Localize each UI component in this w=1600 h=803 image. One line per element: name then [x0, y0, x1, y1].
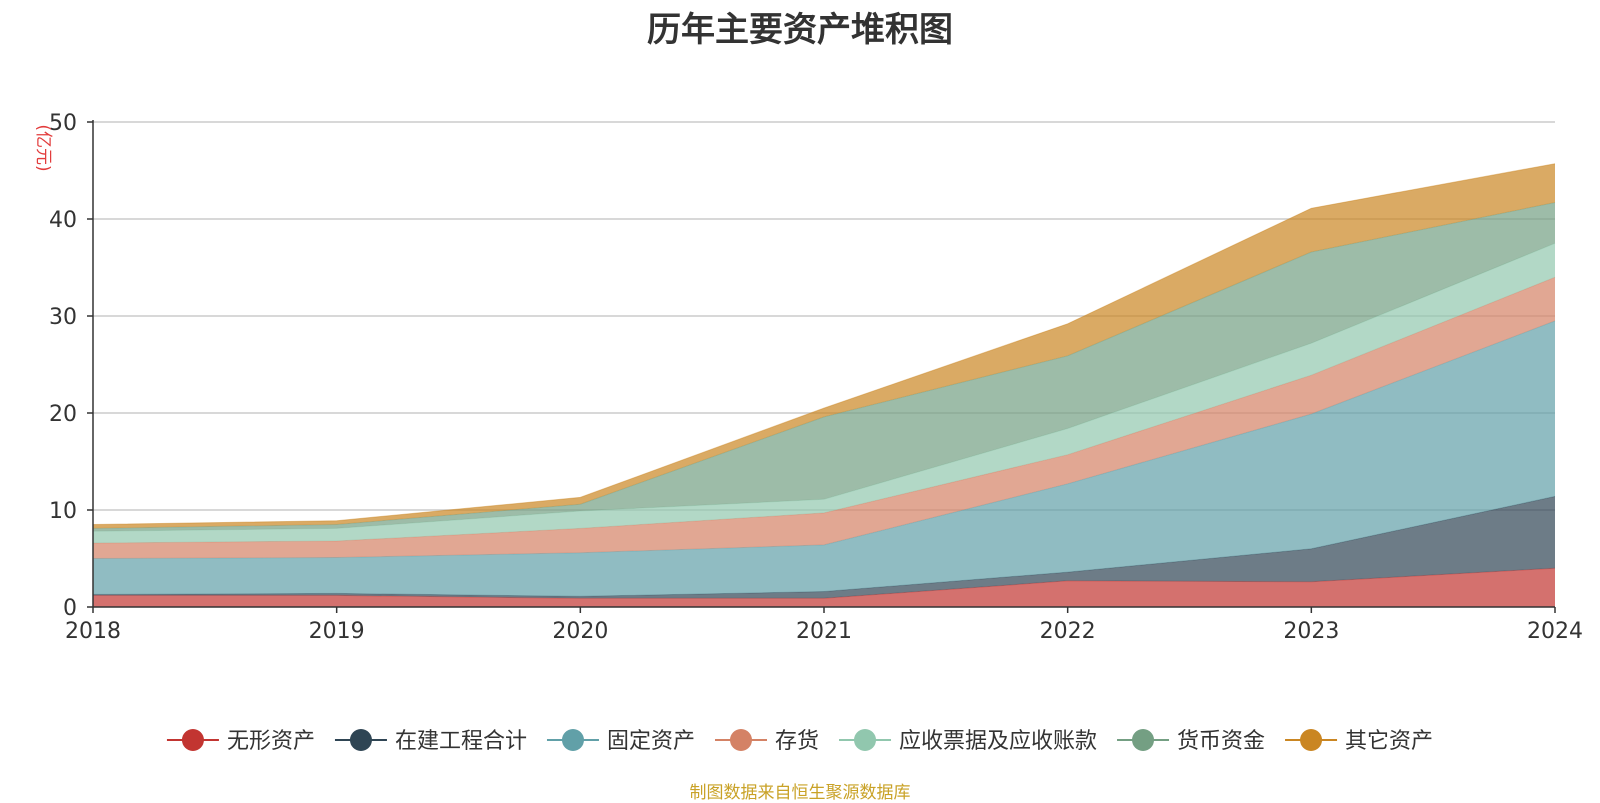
area-series-1 [93, 496, 1555, 599]
area-series-5 [93, 202, 1555, 532]
y-tick-label: 0 [63, 596, 77, 621]
area-series-3 [93, 277, 1555, 559]
y-tick-label: 20 [49, 402, 77, 427]
chart-title: 历年主要资产堆积图 [647, 10, 953, 50]
legend-item-0[interactable]: 无形资产 [166, 729, 315, 754]
legend-item-5[interactable]: 货币资金 [1117, 729, 1265, 754]
legend-item-2[interactable]: 固定资产 [546, 729, 695, 754]
legend-label: 其它资产 [1345, 729, 1433, 754]
area-series-0 [93, 568, 1555, 607]
area-series-6 [93, 163, 1555, 529]
legend-marker-dot [854, 729, 877, 751]
legend-label: 货币资金 [1177, 729, 1265, 754]
y-axis-unit-label: (亿元) [33, 124, 53, 171]
source-note: 制图数据来自恒生聚源数据库 [689, 783, 911, 803]
legend-marker-dot [181, 729, 204, 751]
legend-label: 存货 [775, 729, 819, 754]
area-series-line-6 [92, 163, 1556, 525]
legend-item-6[interactable]: 其它资产 [1285, 729, 1433, 754]
legend-marker-dot [729, 729, 752, 751]
x-tick-label: 2021 [796, 619, 852, 644]
x-tick-label: 2024 [1527, 619, 1583, 644]
legend-item-1[interactable]: 在建工程合计 [334, 729, 527, 754]
x-tick-label: 2023 [1283, 619, 1339, 644]
area-series-2 [93, 320, 1555, 597]
legend-marker-dot [1132, 729, 1155, 751]
x-tick-label: 2022 [1040, 619, 1096, 644]
legend-marker-dot [561, 729, 584, 751]
legend-label: 无形资产 [227, 729, 315, 754]
y-tick-label: 40 [49, 208, 77, 233]
legend-label: 在建工程合计 [395, 729, 527, 754]
y-tick-label: 30 [49, 305, 77, 330]
y-tick-label: 10 [49, 499, 77, 524]
legend-item-4[interactable]: 应收票据及应收账款 [839, 729, 1097, 754]
x-tick-label: 2018 [65, 619, 121, 644]
legend-item-3[interactable]: 存货 [714, 729, 819, 754]
legend-marker-dot [349, 729, 372, 751]
y-tick-label: 50 [49, 111, 77, 136]
legend-label: 应收票据及应收账款 [899, 729, 1097, 754]
x-tick-label: 2020 [552, 619, 608, 644]
x-tick-label: 2019 [309, 619, 365, 644]
legend-label: 固定资产 [607, 729, 695, 754]
legend-marker-dot [1300, 729, 1323, 751]
